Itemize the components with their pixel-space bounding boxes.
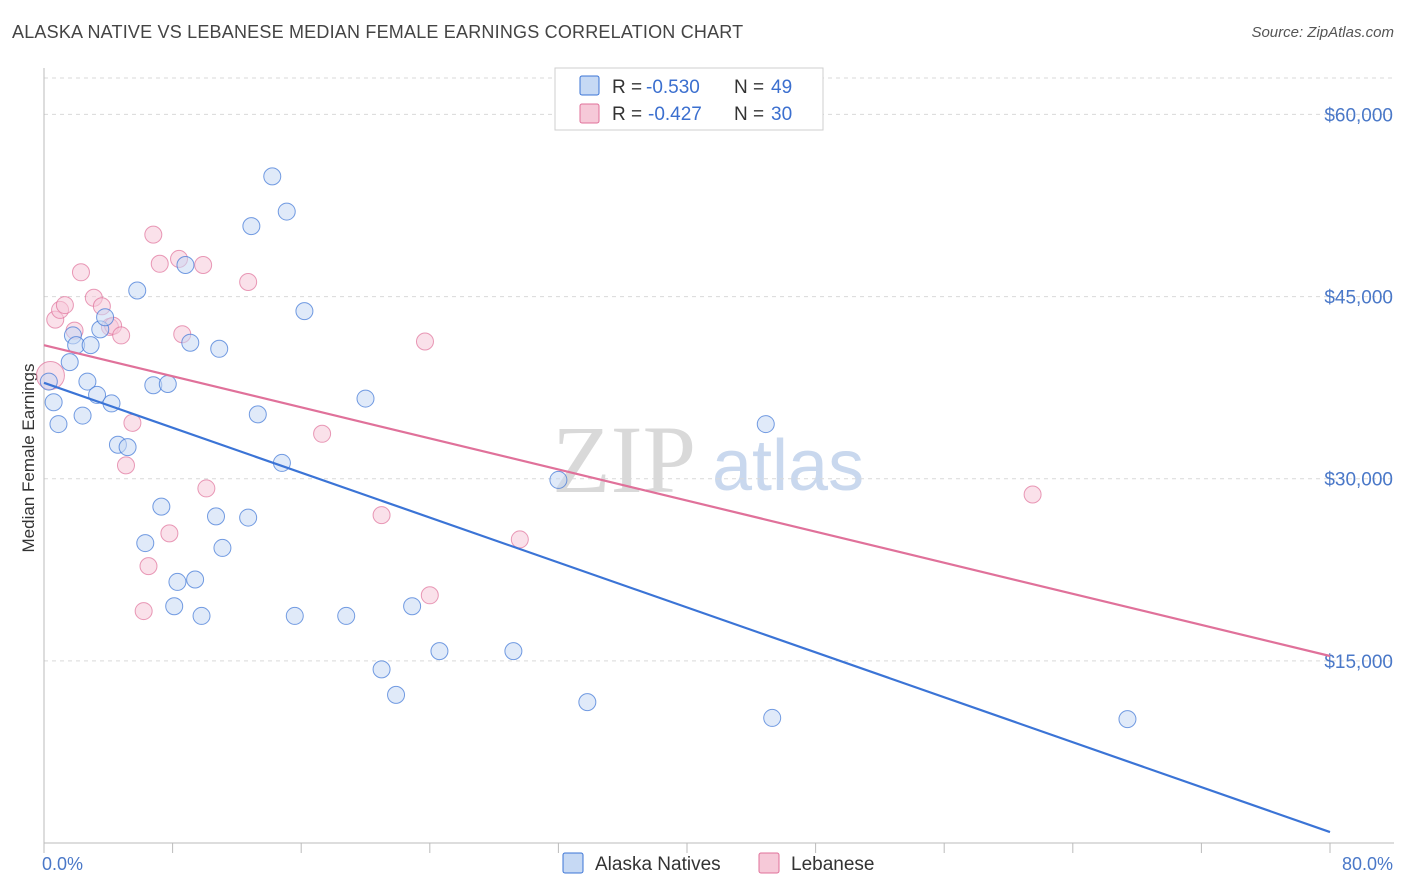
legend-n-value: 30 xyxy=(771,104,792,125)
lebanese-point xyxy=(134,602,153,621)
alaska-natives-point xyxy=(44,393,63,412)
series-label-lebanese: Lebanese xyxy=(791,854,874,875)
y-tick-label: $30,000 xyxy=(1324,470,1393,491)
lebanese-point xyxy=(112,326,131,345)
series-swatch-lebanese xyxy=(758,852,780,874)
alaska-natives-point xyxy=(176,256,195,274)
x-tick-label: 80.0% xyxy=(1342,854,1393,874)
alaska-natives-point xyxy=(756,415,775,434)
alaska-natives-point xyxy=(295,302,314,321)
alaska-natives-point xyxy=(207,507,226,526)
lebanese-point xyxy=(420,586,439,605)
lebanese-point xyxy=(415,332,434,351)
alaska-natives-point xyxy=(136,534,155,553)
alaska-natives-point xyxy=(96,308,115,327)
y-axis-label: Median Female Earnings xyxy=(19,364,38,553)
lebanese-point xyxy=(71,263,90,282)
alaska-natives-point xyxy=(372,660,391,679)
alaska-natives-point xyxy=(242,217,261,236)
alaska-natives-point xyxy=(78,372,97,391)
correlation-legend: R = -0.530 N = 49 R = -0.427 N = 30 xyxy=(554,67,824,131)
lebanese-points xyxy=(35,225,1042,621)
legend-r-label: R = xyxy=(612,77,642,98)
x-tick-label: 0.0% xyxy=(42,854,83,874)
zipatlas-watermark: ZIP atlas xyxy=(552,406,864,513)
legend-n-label: N = xyxy=(734,104,764,125)
alaska-natives-point xyxy=(118,438,137,457)
alaska-natives-point xyxy=(285,606,304,625)
lebanese-point xyxy=(194,256,213,274)
alaska-natives-point xyxy=(387,685,406,704)
alaska-natives-point xyxy=(504,642,523,661)
legend-swatch-blue xyxy=(579,75,600,96)
alaska-natives-point xyxy=(152,497,171,516)
lebanese-point xyxy=(116,456,135,475)
alaska-natives-point xyxy=(165,597,184,616)
watermark-zip: ZIP xyxy=(552,406,696,513)
alaska-natives-point xyxy=(213,538,232,557)
lebanese-point xyxy=(197,479,216,498)
grid-lines xyxy=(44,77,1394,662)
alaska-natives-point xyxy=(49,415,68,434)
alaska-natives-point xyxy=(192,606,211,625)
alaska-natives-point xyxy=(549,470,568,489)
alaska-natives-point xyxy=(763,708,782,727)
lebanese-point xyxy=(313,424,332,443)
y-tick-labels: $15,000 $30,000 $45,000 $60,000 xyxy=(1324,105,1393,672)
trend-lines xyxy=(43,344,1331,834)
alaska-natives-point xyxy=(60,353,79,372)
y-tick-label: $60,000 xyxy=(1324,105,1393,126)
alaska-natives-point xyxy=(128,281,147,300)
legend-r-value: -0.427 xyxy=(648,104,702,125)
alaska-natives-point xyxy=(1118,710,1137,729)
alaska-natives-point xyxy=(430,642,449,661)
alaska-natives-point xyxy=(81,336,100,355)
chart-title: ALASKA NATIVE VS LEBANESE MEDIAN FEMALE … xyxy=(12,22,744,42)
legend-r-value: -0.530 xyxy=(646,77,700,98)
alaska-natives-point xyxy=(337,606,356,625)
legend-n-label: N = xyxy=(734,77,764,98)
source-credit: Source: ZipAtlas.com xyxy=(1251,24,1394,41)
legend-n-value: 49 xyxy=(771,77,792,98)
alaska-natives-point xyxy=(168,572,187,591)
y-tick-label: $15,000 xyxy=(1324,652,1393,673)
lebanese-point xyxy=(144,225,163,244)
alaska-natives-point xyxy=(210,339,229,358)
alaska-natives-point xyxy=(578,693,597,712)
axes xyxy=(43,68,1394,853)
alaska-natives-point xyxy=(186,570,205,589)
legend-r-label: R = xyxy=(612,104,642,125)
y-tick-label: $45,000 xyxy=(1324,288,1393,309)
series-label-alaska-natives: Alaska Natives xyxy=(595,854,721,875)
alaska-natives-point xyxy=(248,405,267,424)
alaska-natives-trend-line xyxy=(43,381,1331,834)
series-swatch-alaska-natives xyxy=(562,852,584,874)
lebanese-point xyxy=(372,506,391,525)
lebanese-point xyxy=(55,296,74,315)
alaska-natives-point xyxy=(73,406,92,425)
alaska-natives-point xyxy=(239,508,258,527)
alaska-natives-point xyxy=(158,375,177,393)
lebanese-point xyxy=(510,530,529,549)
alaska-natives-point xyxy=(263,167,282,186)
legend-swatch-pink xyxy=(579,103,600,124)
series-legend: Alaska Natives Lebanese xyxy=(562,852,874,875)
lebanese-trend-line xyxy=(43,344,1331,658)
lebanese-point xyxy=(150,254,169,273)
lebanese-point xyxy=(1023,485,1042,504)
alaska-natives-point xyxy=(356,389,375,408)
x-tick-labels: 0.0% 80.0% xyxy=(42,854,1393,874)
alaska-natives-point xyxy=(181,333,200,352)
lebanese-point xyxy=(239,273,258,291)
legend-box xyxy=(554,67,824,131)
lebanese-point xyxy=(160,524,179,543)
alaska-natives-points xyxy=(39,167,1137,729)
lebanese-point xyxy=(139,557,158,576)
alaska-natives-point xyxy=(403,597,422,616)
alaska-natives-point xyxy=(277,202,296,221)
watermark-atlas: atlas xyxy=(712,426,864,506)
